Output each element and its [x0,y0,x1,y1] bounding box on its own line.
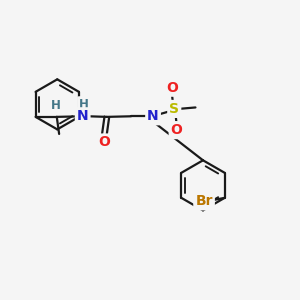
Text: H: H [51,99,61,112]
Text: O: O [166,81,178,95]
Text: O: O [98,136,110,149]
Text: N: N [147,109,159,123]
Text: O: O [171,123,183,137]
Text: Br: Br [195,194,213,208]
Text: S: S [169,102,179,116]
Text: H: H [79,98,89,111]
Text: N: N [77,109,88,123]
